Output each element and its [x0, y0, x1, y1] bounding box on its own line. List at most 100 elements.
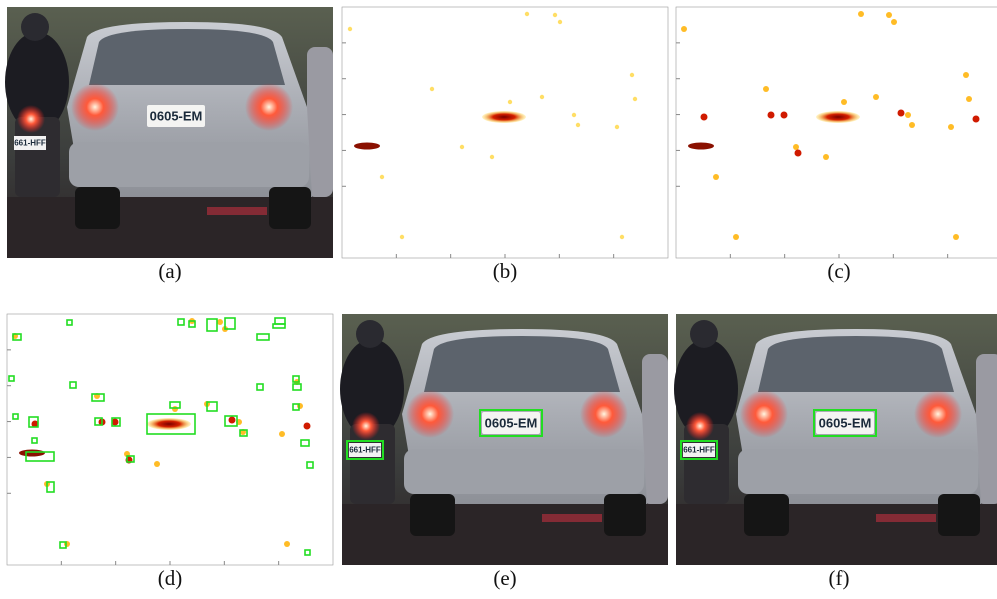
heat-spot: [898, 110, 905, 117]
small-plate-text: 661-HFF: [683, 446, 715, 455]
heat-spot: [229, 417, 236, 424]
heat-spot: [279, 431, 285, 437]
heat-blob: [816, 111, 860, 123]
panel: 661-HFF 0605-EM: [340, 314, 668, 565]
heat-spot: [615, 125, 619, 129]
small-plate-text: 661-HFF: [349, 446, 381, 455]
heat-spot: [172, 406, 178, 412]
helmet: [21, 13, 49, 41]
heatmap-bg: [676, 7, 997, 258]
heat-spot: [973, 116, 980, 123]
wheel-right: [938, 494, 980, 536]
heat-spot: [701, 114, 708, 121]
bike-light: [17, 105, 45, 133]
heat-spot: [553, 13, 557, 17]
heat-spot: [733, 234, 739, 240]
tail-light-left: [71, 83, 119, 131]
heat-spot: [873, 94, 879, 100]
heat-spot: [154, 461, 160, 467]
rear-window: [89, 29, 285, 85]
heat-spot: [460, 145, 464, 149]
panel: [676, 7, 997, 258]
heat-spot: [490, 155, 494, 159]
rear-window: [424, 336, 620, 392]
heat-spot: [793, 144, 799, 150]
panel: [7, 314, 333, 565]
heat-blob: [19, 450, 45, 457]
heatmap-bg: [7, 314, 333, 565]
reflection: [542, 514, 602, 522]
heat-spot: [681, 26, 687, 32]
tail-light-left: [406, 390, 454, 438]
heat-spot: [380, 175, 384, 179]
heat-spot: [963, 72, 969, 78]
heat-spot: [558, 20, 562, 24]
heat-spot: [304, 423, 311, 430]
figure: 661-HFF0605-EM(a)(b)(c)(d)661-HFF0605-EM…: [0, 0, 997, 599]
heat-spot: [576, 123, 580, 127]
small-plate-text: 661-HFF: [14, 139, 46, 148]
wheel-left: [75, 187, 120, 229]
panel: 661-HFF 0605-EM: [674, 314, 997, 565]
reflection: [876, 514, 936, 522]
bumper: [404, 449, 644, 494]
wheel-left: [410, 494, 455, 536]
heat-spot: [966, 96, 972, 102]
heat-spot: [348, 27, 352, 31]
panel-caption: (b): [493, 259, 518, 283]
heat-spot: [953, 234, 959, 240]
heat-spot: [768, 112, 775, 119]
heat-blob: [482, 111, 526, 123]
reflection: [207, 207, 267, 215]
bumper: [69, 142, 309, 187]
wheel-right: [604, 494, 646, 536]
heat-spot: [540, 95, 544, 99]
heat-spot: [620, 235, 624, 239]
heat-spot: [633, 97, 637, 101]
heat-spot: [823, 154, 829, 160]
heat-spot: [948, 124, 954, 130]
figure-canvas: 661-HFF0605-EM(a)(b)(c)(d)661-HFF0605-EM…: [0, 0, 997, 599]
heat-spot: [217, 319, 223, 325]
plate-text: 0605-EM: [150, 108, 203, 123]
bike-light: [686, 412, 714, 440]
tail-light-right: [580, 390, 628, 438]
heat-spot: [284, 541, 290, 547]
panel-caption: (e): [493, 566, 516, 590]
heat-spot: [909, 122, 915, 128]
rear-window: [758, 336, 954, 392]
heat-blob: [688, 143, 714, 150]
bike-light: [352, 412, 380, 440]
heat-spot: [572, 113, 576, 117]
heat-spot: [400, 235, 404, 239]
heat-spot: [891, 19, 897, 25]
heat-spot: [430, 87, 434, 91]
panel: 661-HFF 0605-EM: [5, 7, 333, 258]
heat-spot: [886, 12, 892, 18]
panel-caption: (a): [158, 259, 181, 283]
plate-text: 0605-EM: [819, 415, 872, 430]
heat-spot: [508, 100, 512, 104]
heat-spot: [781, 112, 788, 119]
tail-light-right: [245, 83, 293, 131]
pedestrian: [307, 47, 333, 197]
heat-spot: [713, 174, 719, 180]
helmet: [690, 320, 718, 348]
helmet: [356, 320, 384, 348]
pedestrian: [642, 354, 668, 504]
heat-blob: [354, 143, 380, 150]
panel-caption: (f): [829, 566, 850, 590]
panel-caption: (c): [827, 259, 850, 283]
bumper: [738, 449, 978, 494]
wheel-left: [744, 494, 789, 536]
wheel-right: [269, 187, 311, 229]
heat-spot: [841, 99, 847, 105]
heat-spot: [858, 11, 864, 17]
panel: [342, 7, 668, 258]
tail-light-left: [740, 390, 788, 438]
heat-spot: [763, 86, 769, 92]
heatmap-bg: [342, 7, 668, 258]
plate-text: 0605-EM: [485, 415, 538, 430]
tail-light-right: [914, 390, 962, 438]
heat-spot: [630, 73, 634, 77]
